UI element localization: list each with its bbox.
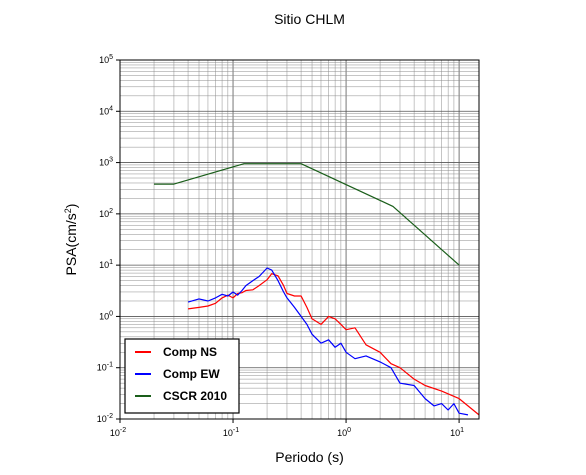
y-axis-title-base: PSA(cm/s	[63, 213, 79, 275]
series-group	[154, 163, 480, 416]
legend-label-1: Comp EW	[163, 367, 220, 381]
y-tick-label-6-base: 10	[99, 106, 109, 116]
y-tick-label-2: 100	[99, 310, 113, 321]
x-tick-label-2: 100	[337, 427, 351, 438]
y-tick-label-7-exp: 5	[109, 54, 113, 61]
x-tick-label-3: 101	[450, 427, 464, 438]
legend-label-2: CSCR 2010	[163, 389, 227, 403]
y-tick-label-4-base: 10	[99, 209, 109, 219]
x-tick-label-1-exp: -1	[233, 427, 239, 434]
y-tick-label-5-exp: 3	[109, 157, 113, 164]
y-tick-label-1-exp: -1	[107, 362, 113, 369]
series-line-1	[187, 267, 469, 416]
x-tick-label-0-base: 10	[110, 428, 120, 438]
series-line-2	[154, 163, 460, 266]
y-tick-label-5: 103	[99, 157, 113, 168]
legend-label-0: Comp NS	[163, 345, 217, 359]
x-axis-title: Periodo (s)	[275, 449, 343, 465]
x-tick-label-2-base: 10	[337, 428, 347, 438]
x-tick-label-3-base: 10	[450, 428, 460, 438]
y-tick-label-3: 101	[99, 259, 113, 270]
y-axis-title-sup: 2	[63, 208, 73, 213]
y-tick-label-2-exp: 0	[109, 310, 113, 317]
y-tick-label-6: 104	[99, 105, 113, 116]
y-tick-label-7-base: 10	[99, 55, 109, 65]
y-tick-label-4-exp: 2	[109, 208, 113, 215]
y-tick-label-0-base: 10	[97, 414, 107, 424]
y-tick-label-5-base: 10	[99, 158, 109, 168]
chart-title: Sitio CHLM	[274, 11, 345, 27]
y-tick-label-1-base: 10	[97, 363, 107, 373]
x-tick-label-0: 10-2	[110, 427, 126, 438]
x-tick-label-2-exp: 0	[347, 427, 351, 434]
y-axis-title-end: )	[63, 204, 79, 209]
y-tick-label-4: 102	[99, 208, 113, 219]
y-tick-label-0: 10-2	[97, 413, 113, 424]
x-tick-label-1: 10-1	[223, 427, 239, 438]
y-tick-label-3-base: 10	[99, 260, 109, 270]
x-tick-label-1-base: 10	[223, 428, 233, 438]
y-tick-label-3-exp: 1	[109, 259, 113, 266]
y-tick-label-0-exp: -2	[107, 413, 113, 420]
y-axis-title: PSA(cm/s2)	[63, 204, 79, 276]
x-tick-label-0-exp: -2	[120, 427, 126, 434]
y-tick-label-2-base: 10	[99, 311, 109, 321]
y-tick-label-6-exp: 4	[109, 105, 113, 112]
legend: Comp NS Comp EW CSCR 2010	[124, 338, 240, 414]
x-tick-label-3-exp: 1	[460, 427, 464, 434]
series-line-0	[188, 273, 480, 416]
y-tick-label-7: 105	[99, 54, 113, 65]
y-tick-label-1: 10-1	[97, 362, 113, 373]
plot-frame	[119, 59, 480, 420]
